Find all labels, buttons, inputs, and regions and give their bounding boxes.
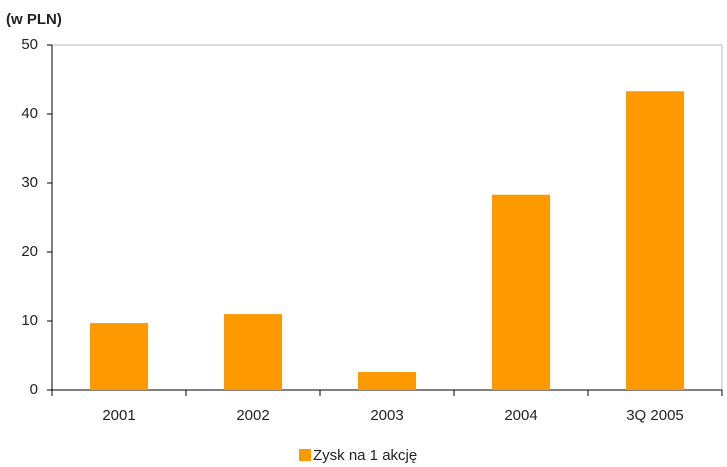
x-tick-label: 2003 [370, 407, 403, 424]
y-tick-label: 30 [21, 174, 38, 191]
x-tick-label: 2004 [504, 407, 537, 424]
y-tick-label: 50 [21, 36, 38, 53]
x-tick-label: 3Q 2005 [626, 407, 684, 424]
x-tick-label: 2002 [236, 407, 269, 424]
x-tick-label: 2001 [102, 407, 135, 424]
plot-frame [51, 44, 723, 391]
bar [90, 323, 148, 390]
y-tick-label: 10 [21, 312, 38, 329]
bar [224, 314, 282, 390]
chart-subtitle: (w PLN) [6, 11, 62, 28]
bar [626, 91, 684, 390]
legend-swatch [299, 449, 311, 461]
bar [492, 194, 550, 390]
y-tick-label: 20 [21, 243, 38, 260]
y-tick-label: 0 [30, 381, 38, 398]
y-tick-label: 40 [21, 105, 38, 122]
legend-label: Zysk na 1 akcję [313, 447, 417, 464]
bar [358, 372, 416, 390]
